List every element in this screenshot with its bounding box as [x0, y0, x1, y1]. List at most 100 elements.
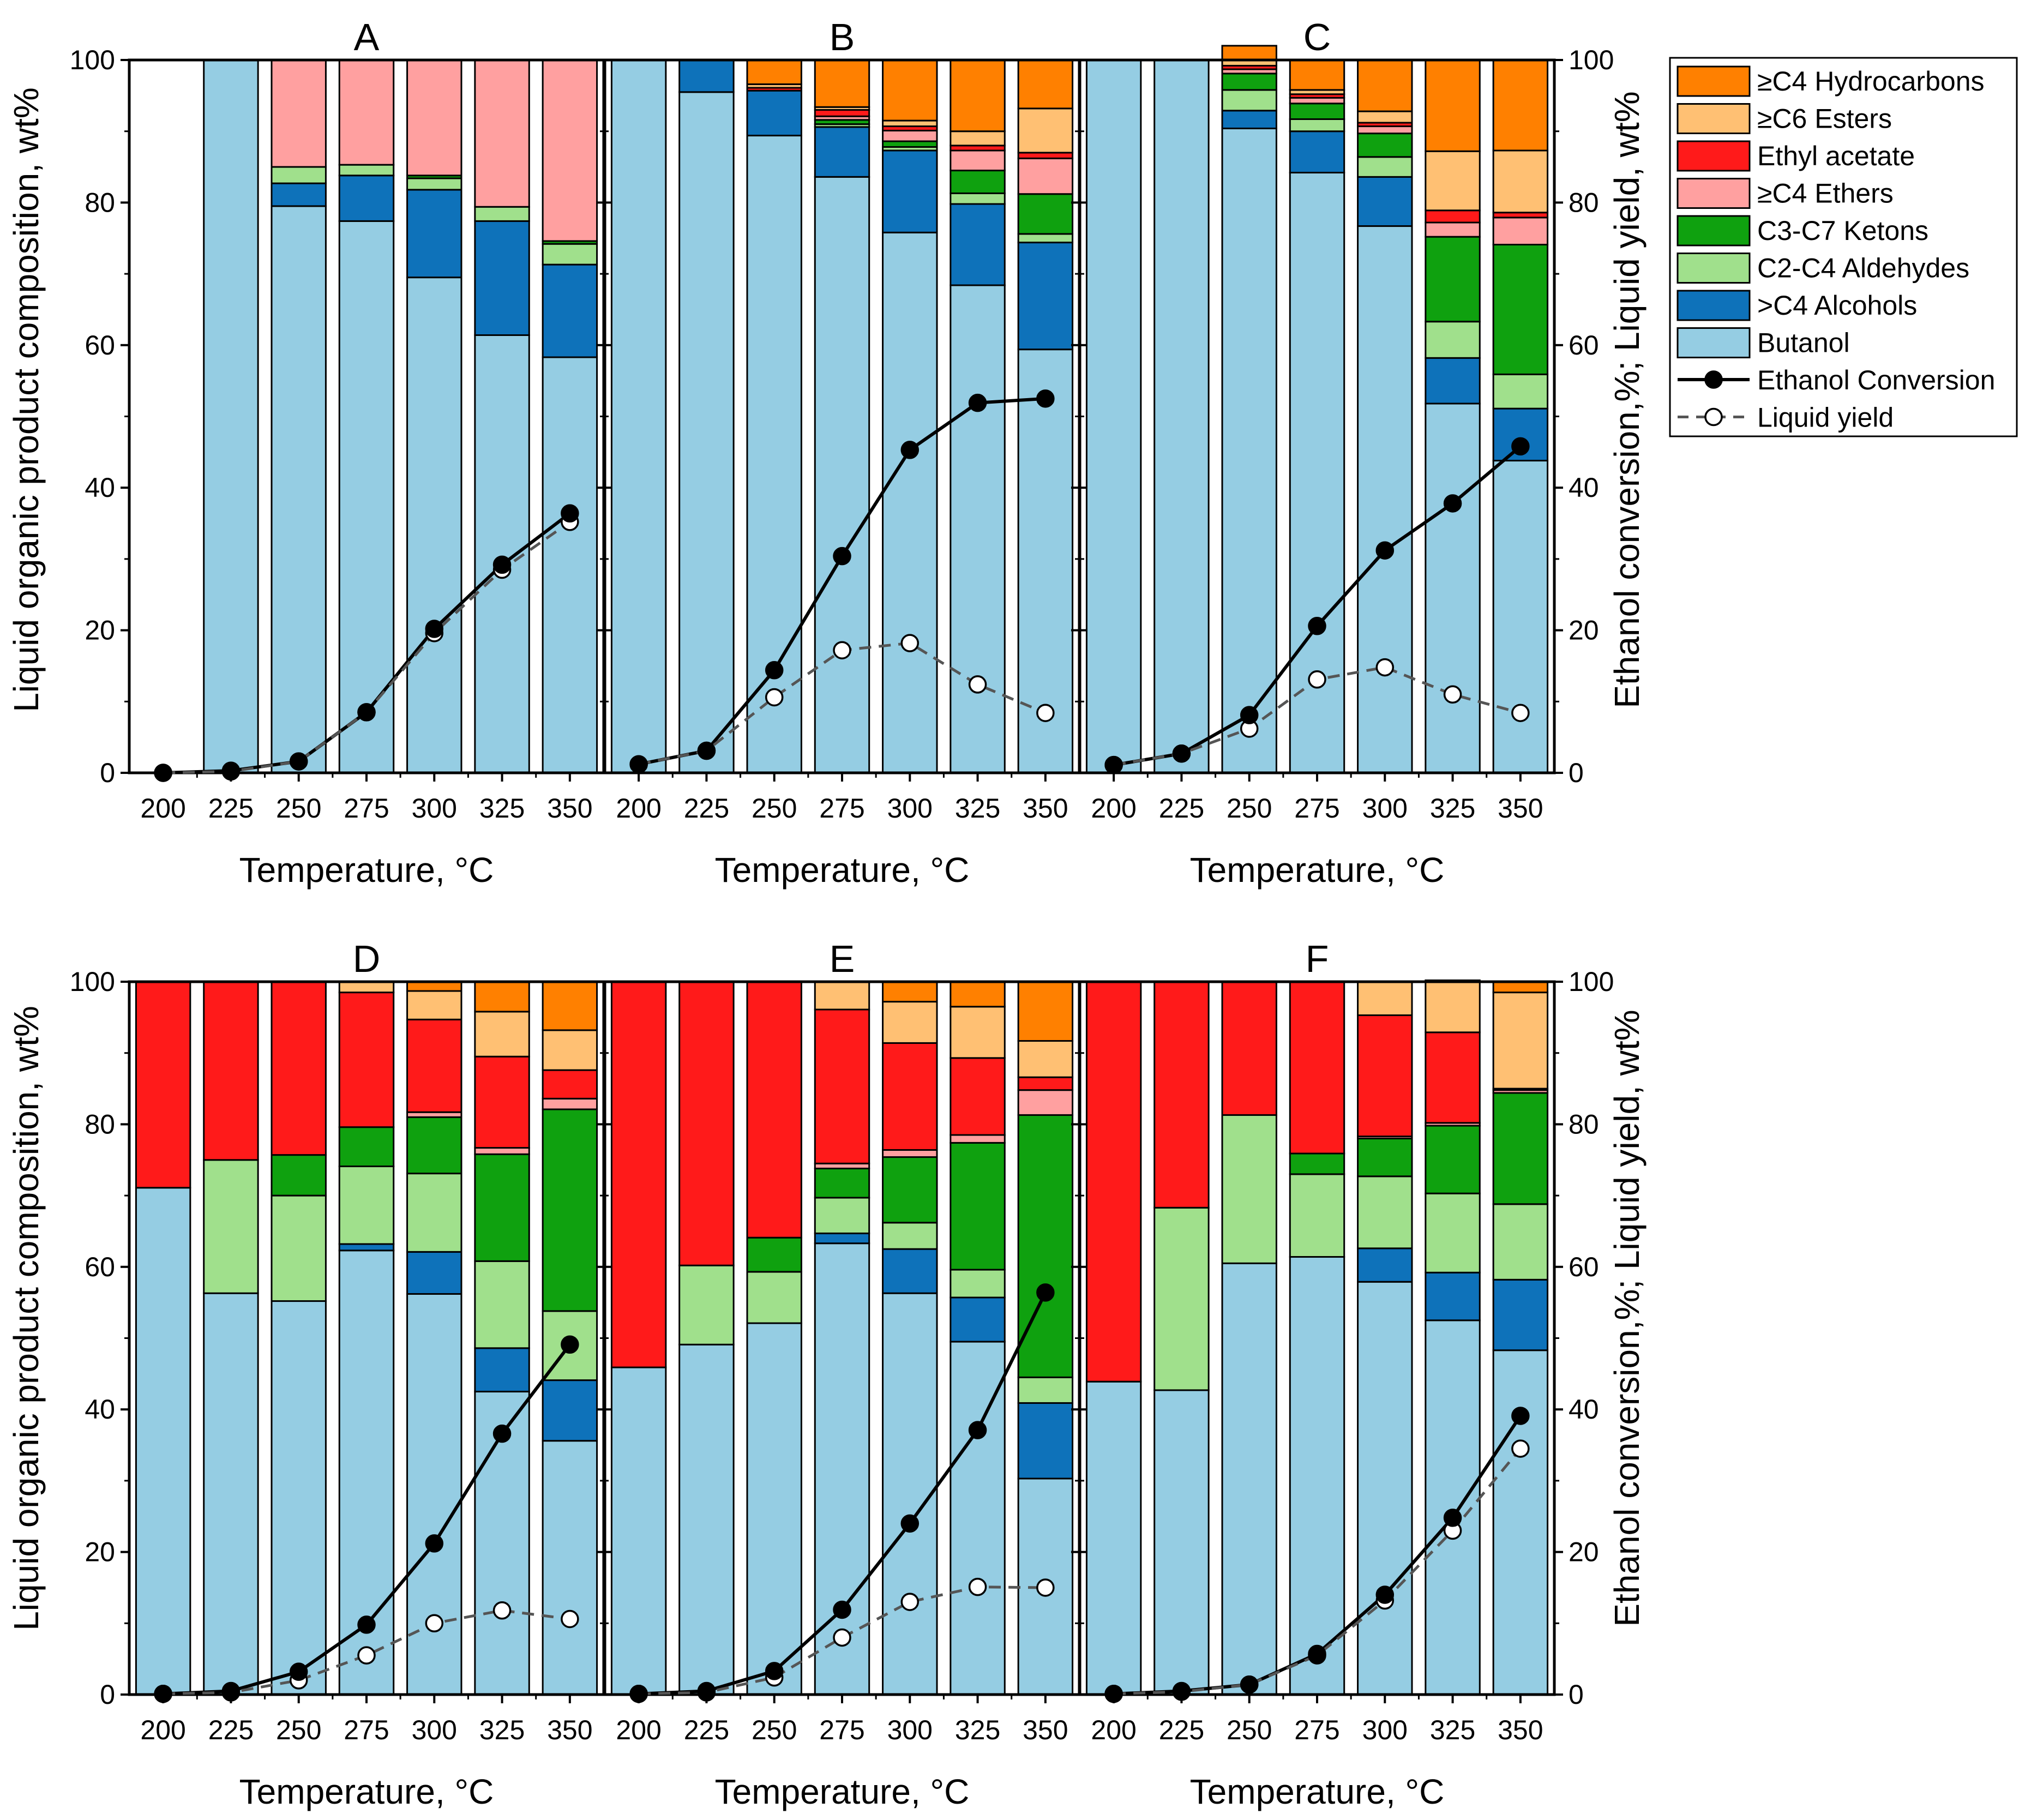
x-tick-label: 275 [1294, 1715, 1339, 1745]
legend-item: Butanol [1677, 327, 1850, 358]
x-tick-label: 350 [1023, 793, 1068, 824]
liquid-yield-point [900, 634, 920, 652]
panels: 0 20 40 60 80 100 200 225 250 275 300 325 350Tempera… [70, 16, 1614, 1811]
x-tick-label: 200 [1091, 793, 1136, 824]
bar-segment [882, 59, 938, 122]
x-tick-label: 275 [1294, 793, 1339, 824]
liquid-yield-point [425, 1614, 444, 1633]
x-tick-label: 200 [616, 1715, 661, 1745]
bar-segment [1492, 981, 1549, 994]
bar-segment [1289, 59, 1345, 91]
y-tick-label: 0 [100, 758, 115, 788]
panel-b: 200 225 250 275 300 325 350 Temperature, °C B [596, 16, 1088, 890]
bar-segment [1017, 1402, 1074, 1480]
bar-segment [1017, 1040, 1074, 1078]
bar-segment [1357, 1014, 1413, 1138]
bar-segment [1221, 89, 1277, 112]
bar-segment [1357, 125, 1413, 135]
bar-segment [542, 263, 598, 358]
y-tick-label-right: 40 [1569, 472, 1599, 503]
conversion-point [1036, 1283, 1055, 1302]
bar-segment [542, 1108, 598, 1312]
legend-label: C3-C7 Ketons [1757, 215, 1928, 246]
bar-segment [882, 1042, 938, 1151]
bar-segment [1153, 981, 1210, 1209]
bar-segment [882, 1149, 938, 1158]
x-tick-label: 250 [276, 793, 321, 824]
bar-segment [1017, 1089, 1074, 1116]
bar-segment [1492, 149, 1549, 214]
liquid-yield-point [1375, 658, 1395, 677]
bar-segment [1221, 73, 1277, 91]
conversion-point [833, 546, 851, 566]
bar-segment [882, 1292, 938, 1696]
liquid-yield-point [1443, 685, 1462, 704]
legend-marker [1704, 407, 1723, 427]
liquid-yield-point [765, 688, 784, 707]
x-tick-label: 200 [616, 793, 661, 824]
bar-segment [746, 59, 802, 85]
x-tick-label: 300 [412, 793, 457, 824]
bar-segment [882, 1248, 938, 1294]
bar-segment [542, 243, 598, 266]
liquid-yield-point [968, 675, 987, 694]
legend-label: Butanol [1757, 328, 1850, 358]
legend-swatch [1677, 103, 1751, 134]
bar-segment [271, 205, 327, 774]
y-tick-label-right: 0 [1569, 758, 1584, 788]
conversion-point [561, 504, 579, 523]
y-tick-label: 100 [70, 45, 115, 75]
conversion-point [1308, 1644, 1326, 1663]
x-tick-label: 225 [208, 1715, 254, 1745]
conversion-point [1036, 389, 1055, 408]
y-tick-label-right: 60 [1569, 1252, 1599, 1282]
bar-segment [882, 981, 938, 1003]
bar-segment [338, 59, 395, 166]
legend-swatch [1677, 290, 1751, 321]
conversion-point [1104, 755, 1123, 774]
legend-swatch [1677, 178, 1751, 209]
bar-segment [1425, 403, 1481, 774]
bar-segment [1085, 59, 1142, 774]
bar-segment [1017, 1376, 1074, 1404]
bar-segment [1221, 45, 1277, 61]
conversion-point [1172, 744, 1191, 763]
legend-marker [1704, 370, 1723, 389]
bar-segment [406, 990, 462, 1020]
panel-title: B [830, 16, 855, 58]
conversion-point [1240, 706, 1259, 724]
x-axis-title: Temperature, °C [715, 1772, 970, 1811]
bar-segment [1221, 127, 1277, 774]
y-tick-label: 80 [85, 1109, 115, 1139]
x-tick-label: 350 [1023, 1715, 1068, 1745]
panel-f: 0 20 40 60 80 100 200 225 250 275 300 325 350 Tempera… [1071, 938, 1614, 1811]
bar-segment [950, 981, 1006, 1008]
bar-segment [1425, 1125, 1481, 1194]
bar-segment [338, 1126, 395, 1168]
bar-segment [1492, 59, 1549, 152]
legend-item: Ethanol Conversion [1678, 365, 1995, 395]
bar-segment [950, 130, 1006, 147]
y-tick-label-right: 20 [1569, 1537, 1599, 1567]
y-tick-label-right: 40 [1569, 1394, 1599, 1425]
bar-segment [271, 59, 327, 168]
conversion-point [221, 761, 241, 780]
bar-segment [474, 59, 530, 208]
conversion-point [1443, 494, 1462, 513]
bar-segment [1221, 1262, 1277, 1696]
bar-segment [1289, 118, 1345, 133]
legend-item: ≥C4 Hydrocarbons [1677, 65, 1985, 97]
bar-segment [1492, 1349, 1549, 1696]
bar-segment [882, 149, 938, 233]
bar-segment [1289, 130, 1345, 174]
conversion-point [968, 1421, 987, 1439]
bar-segment [1492, 373, 1549, 410]
x-tick-label: 300 [1362, 793, 1408, 824]
bar-segment [814, 109, 870, 117]
bar-segment [950, 149, 1006, 172]
legend-label: ≥C4 Ethers [1757, 178, 1894, 209]
bar-segment [1357, 156, 1413, 178]
bar-segment [1357, 176, 1413, 227]
bar-segment [1425, 209, 1481, 224]
